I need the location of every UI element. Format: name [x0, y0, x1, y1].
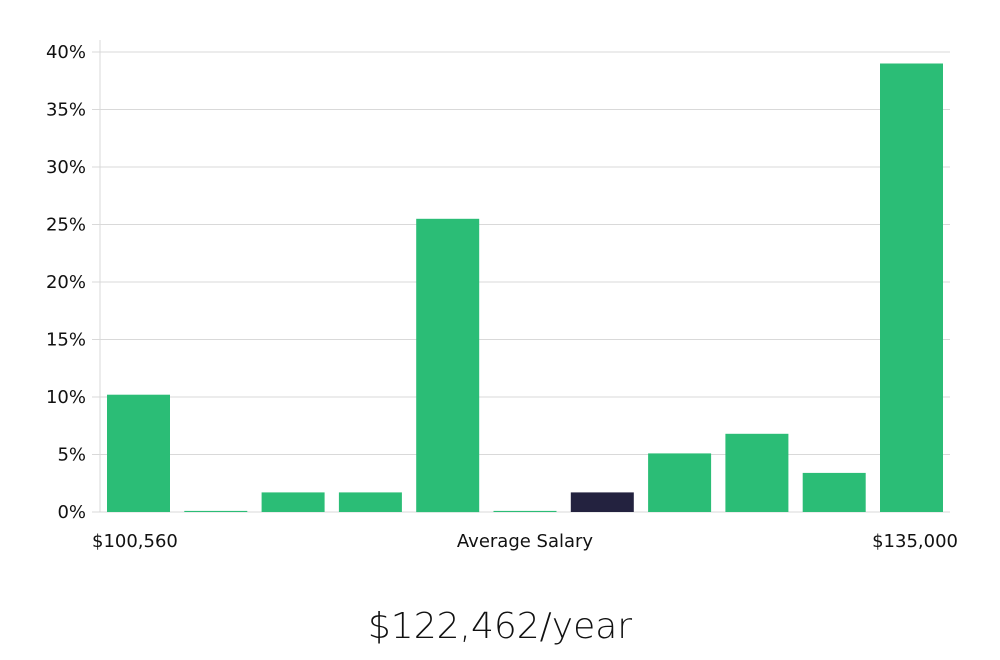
x-label-max: $135,000 — [872, 531, 958, 552]
bar — [338, 492, 402, 512]
y-tick-label: 0% — [57, 502, 86, 523]
salary-histogram: 0% 5% 10% 15% 20% 25% 30% 35% 40% $100,560 Avera… — [46, 40, 958, 552]
y-tick-label: 10% — [46, 387, 86, 408]
histogram-bars — [107, 63, 943, 513]
bar — [725, 433, 789, 512]
bar — [648, 453, 712, 512]
y-axis-ticks: 0% 5% 10% 15% 20% 25% 30% 35% 40% — [46, 42, 86, 523]
y-tick-label: 5% — [57, 445, 86, 466]
average-salary-value: $122,462/year — [367, 606, 633, 647]
x-label-average: Average Salary — [457, 531, 594, 552]
bar — [493, 510, 557, 512]
y-tick-label: 20% — [46, 272, 86, 293]
bar — [261, 492, 325, 512]
y-tick-label: 30% — [46, 157, 86, 178]
y-tick-label: 15% — [46, 330, 86, 351]
y-tick-label: 35% — [46, 100, 86, 121]
bar-highlighted — [570, 492, 634, 512]
bar — [107, 394, 170, 512]
bar — [184, 510, 248, 512]
y-tick-label: 25% — [46, 215, 86, 236]
grid-lines — [92, 40, 950, 513]
bar — [802, 472, 866, 512]
bar — [416, 218, 480, 513]
y-tick-label: 40% — [46, 42, 86, 63]
bar — [880, 63, 943, 512]
x-label-min: $100,560 — [92, 531, 178, 552]
